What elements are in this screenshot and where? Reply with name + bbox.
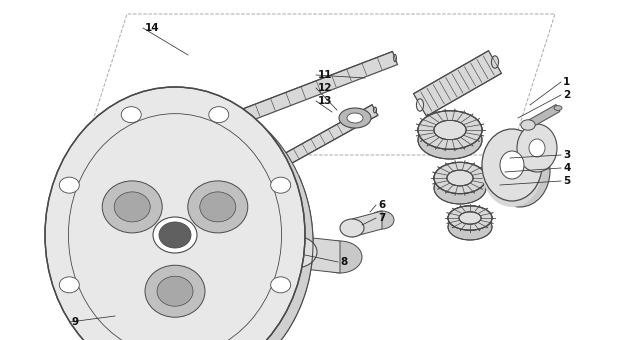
Polygon shape: [295, 236, 340, 273]
Text: 12: 12: [318, 83, 332, 93]
Ellipse shape: [90, 305, 146, 340]
Ellipse shape: [482, 135, 542, 207]
Polygon shape: [526, 104, 560, 129]
Ellipse shape: [59, 177, 79, 193]
Text: 9: 9: [72, 317, 79, 327]
Ellipse shape: [157, 276, 193, 306]
Ellipse shape: [59, 277, 79, 293]
Text: 11: 11: [318, 70, 332, 80]
Ellipse shape: [459, 212, 481, 224]
Ellipse shape: [121, 107, 142, 123]
Ellipse shape: [318, 241, 362, 273]
Text: 2: 2: [563, 90, 570, 100]
Ellipse shape: [434, 120, 466, 140]
Ellipse shape: [434, 163, 486, 193]
Ellipse shape: [373, 107, 376, 113]
Ellipse shape: [153, 217, 197, 253]
Ellipse shape: [448, 206, 492, 230]
Ellipse shape: [434, 120, 466, 140]
Ellipse shape: [482, 129, 542, 201]
Ellipse shape: [188, 181, 248, 233]
Text: 14: 14: [145, 23, 159, 33]
Polygon shape: [88, 51, 397, 182]
Ellipse shape: [418, 111, 482, 149]
Ellipse shape: [271, 277, 290, 293]
Ellipse shape: [114, 192, 150, 222]
Text: 7: 7: [378, 213, 386, 223]
Ellipse shape: [104, 315, 132, 335]
Text: 13: 13: [318, 96, 332, 106]
Ellipse shape: [491, 56, 499, 68]
Ellipse shape: [447, 170, 473, 186]
Ellipse shape: [490, 135, 550, 207]
Ellipse shape: [517, 124, 557, 172]
Ellipse shape: [448, 206, 492, 230]
Ellipse shape: [339, 108, 371, 128]
Ellipse shape: [234, 185, 237, 191]
Ellipse shape: [418, 111, 482, 149]
Ellipse shape: [200, 192, 236, 222]
Ellipse shape: [273, 236, 317, 268]
Text: 5: 5: [563, 176, 570, 186]
Ellipse shape: [271, 177, 290, 193]
Text: 4: 4: [563, 163, 570, 173]
Ellipse shape: [145, 265, 205, 317]
Ellipse shape: [529, 139, 545, 157]
Ellipse shape: [53, 95, 313, 340]
Ellipse shape: [500, 151, 524, 179]
Ellipse shape: [394, 54, 396, 62]
Ellipse shape: [434, 163, 486, 193]
Ellipse shape: [417, 99, 423, 111]
Ellipse shape: [370, 211, 394, 229]
Ellipse shape: [521, 120, 535, 130]
Polygon shape: [232, 105, 378, 193]
Ellipse shape: [554, 106, 562, 110]
Polygon shape: [352, 211, 382, 237]
Ellipse shape: [448, 214, 492, 240]
Ellipse shape: [418, 121, 482, 159]
Ellipse shape: [434, 172, 486, 204]
Ellipse shape: [159, 222, 191, 248]
Ellipse shape: [209, 107, 229, 123]
Text: 1: 1: [563, 77, 570, 87]
Text: 6: 6: [378, 200, 385, 210]
Ellipse shape: [102, 181, 162, 233]
Text: 3: 3: [563, 150, 570, 160]
Ellipse shape: [459, 212, 481, 224]
Polygon shape: [154, 168, 313, 340]
Polygon shape: [413, 51, 501, 116]
Text: 8: 8: [340, 257, 347, 267]
Ellipse shape: [447, 170, 473, 186]
Ellipse shape: [347, 113, 363, 123]
Ellipse shape: [45, 87, 305, 340]
Ellipse shape: [340, 219, 364, 237]
Ellipse shape: [88, 171, 91, 179]
